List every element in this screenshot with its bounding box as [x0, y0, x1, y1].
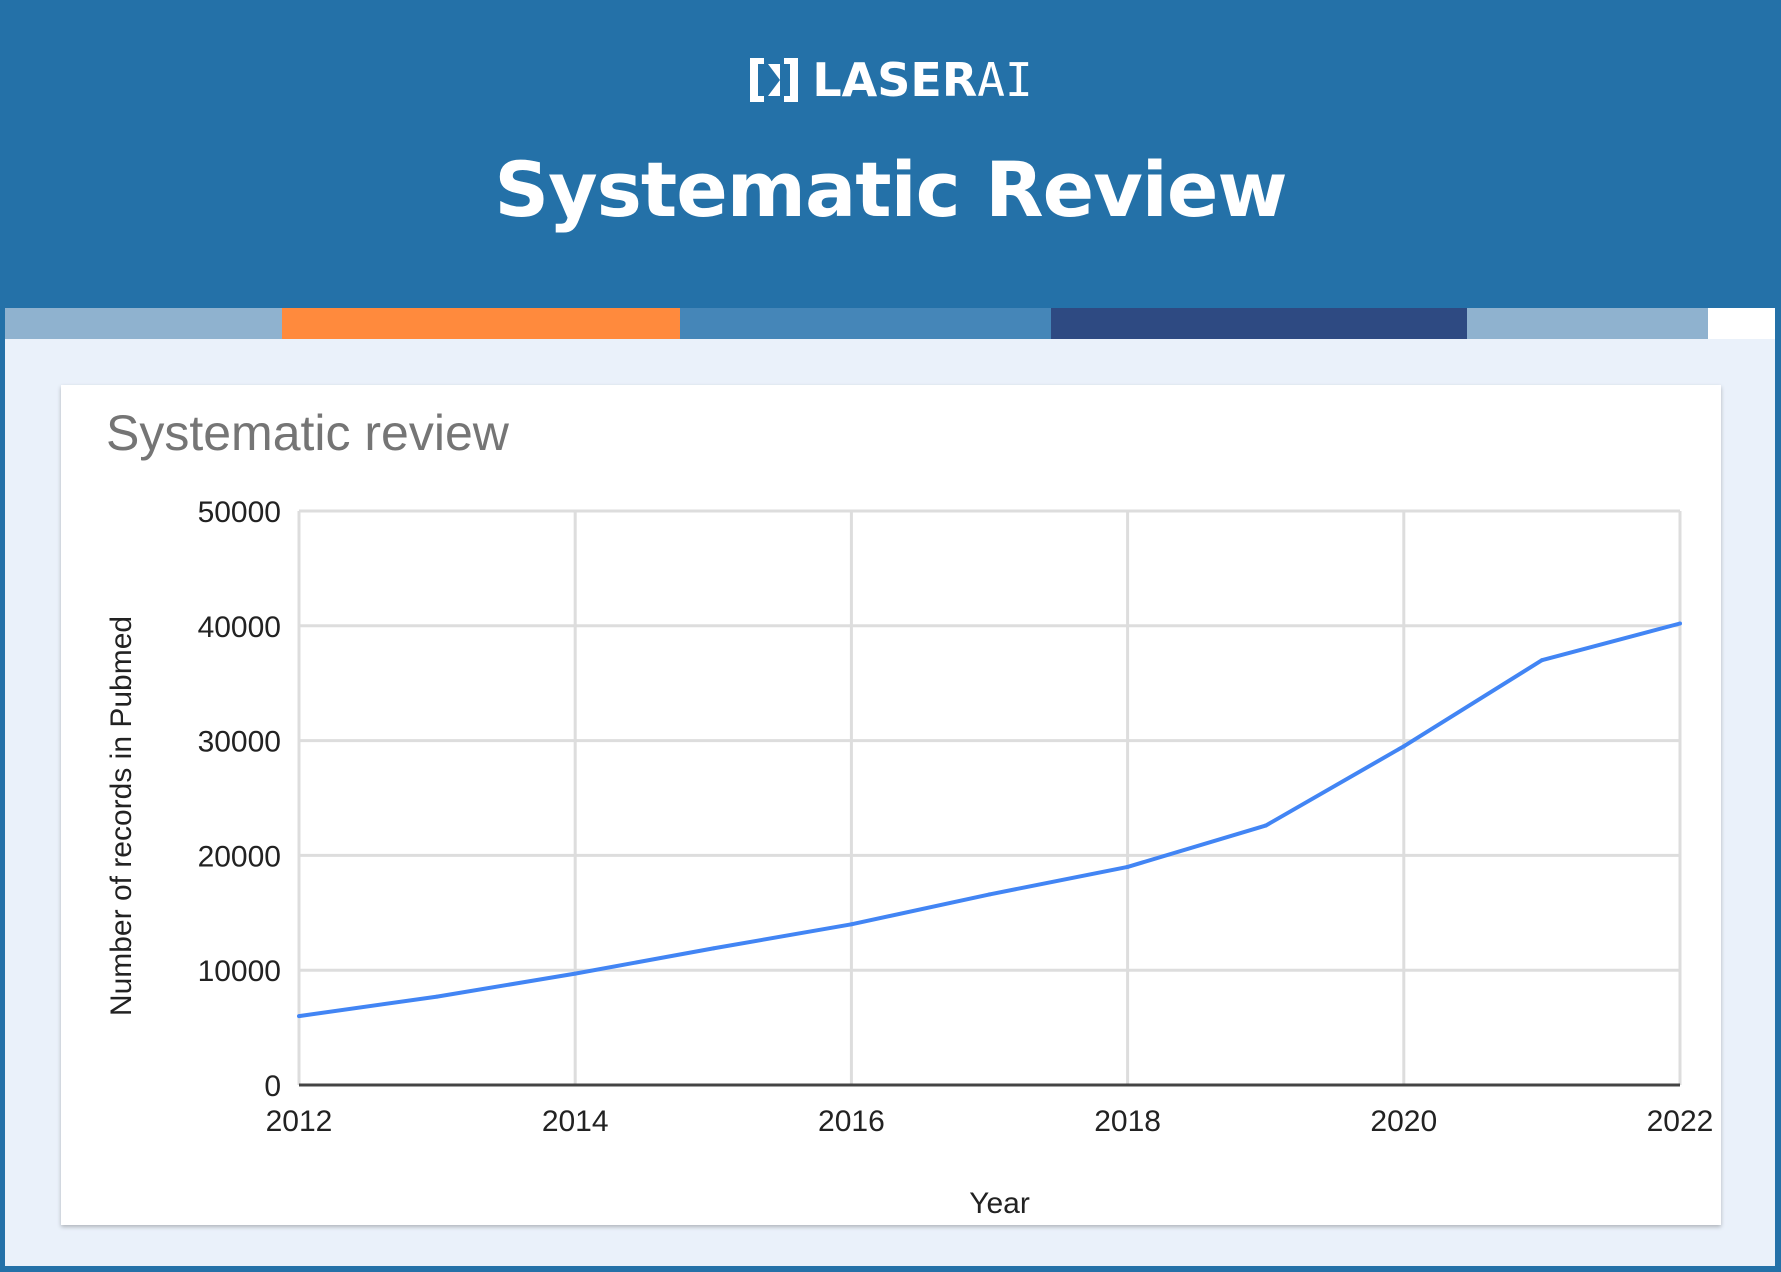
x-axis-ticks: 2012 2014 2016 2018 2020 2022 — [266, 1105, 1714, 1138]
data-point — [711, 946, 716, 951]
y-axis-label: Number of records in Pubmed — [105, 616, 138, 1016]
y-tick-label: 20000 — [198, 840, 281, 873]
data-point — [1263, 823, 1268, 828]
laserai-logo: LASER AI — [0, 56, 1781, 104]
series-line — [298, 621, 1681, 1019]
data-point — [1125, 864, 1130, 869]
data-point — [297, 1014, 301, 1019]
logo-ai-text: AI — [977, 53, 1033, 107]
stripe-5 — [1467, 308, 1708, 339]
stripe-3 — [680, 308, 1051, 339]
data-point — [1539, 658, 1544, 663]
logo-text: LASER — [812, 53, 978, 107]
page-header: LASER AI Systematic Review — [0, 0, 1781, 308]
chart-title: Systematic review — [106, 405, 509, 461]
y-tick-label: 50000 — [198, 496, 281, 529]
data-point — [1678, 621, 1682, 626]
laserai-logo-icon — [750, 58, 799, 102]
stripe-4 — [1051, 308, 1467, 339]
chart-grid — [297, 509, 1682, 1085]
data-point — [573, 971, 578, 976]
stripe-2 — [282, 308, 680, 339]
data-point — [987, 892, 992, 897]
series-points — [297, 621, 1682, 1019]
x-tick-label: 2018 — [1094, 1105, 1161, 1138]
stripe-6 — [1708, 308, 1775, 339]
y-tick-label: 0 — [264, 1070, 281, 1103]
y-tick-label: 30000 — [198, 726, 281, 759]
data-point — [435, 994, 440, 999]
y-tick-label: 40000 — [198, 611, 281, 644]
x-tick-label: 2014 — [542, 1105, 609, 1138]
x-tick-label: 2016 — [818, 1105, 885, 1138]
data-point — [849, 922, 854, 927]
y-tick-label: 10000 — [198, 955, 281, 988]
stripe-1 — [5, 308, 282, 339]
data-point — [1401, 744, 1406, 749]
y-axis-ticks: 0 10000 20000 30000 40000 50000 — [198, 496, 281, 1103]
x-tick-label: 2022 — [1647, 1105, 1714, 1138]
x-tick-label: 2012 — [266, 1105, 333, 1138]
x-axis-label: Year — [969, 1187, 1030, 1220]
page-title: Systematic Review — [494, 145, 1287, 234]
x-tick-label: 2020 — [1370, 1105, 1437, 1138]
